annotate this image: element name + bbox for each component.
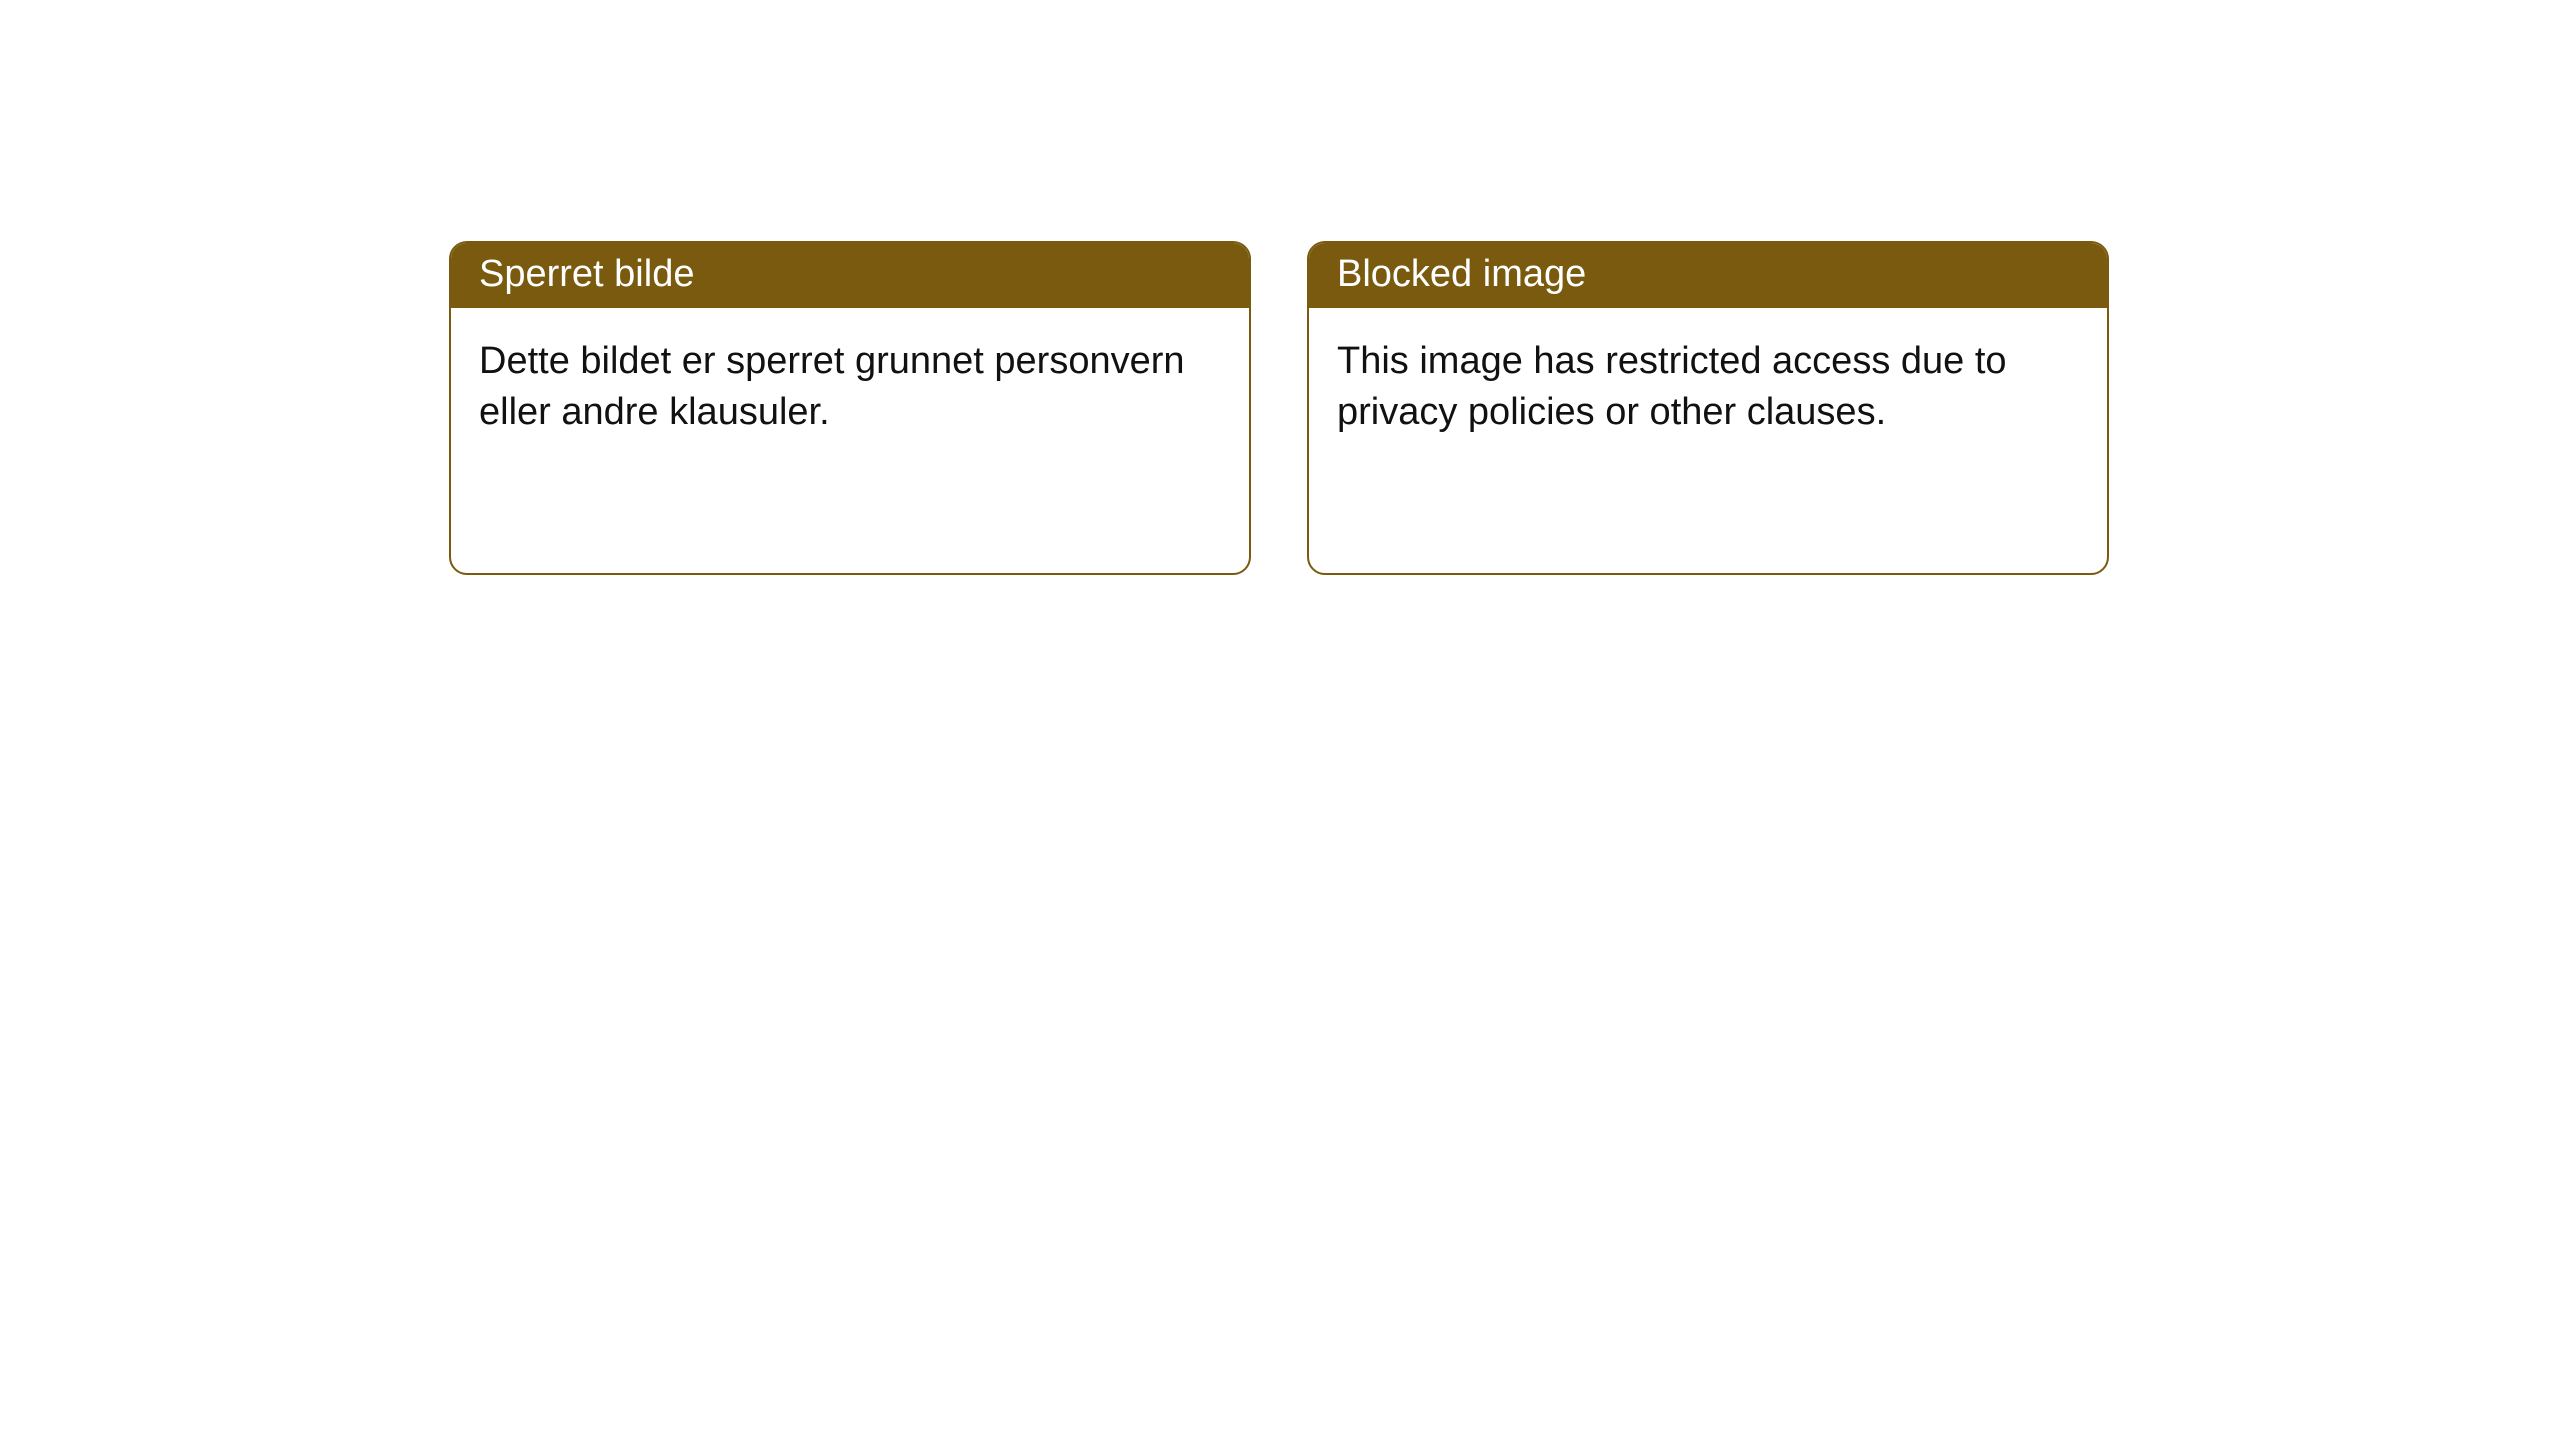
card-container: Sperret bilde Dette bildet er sperret gr… <box>0 0 2560 575</box>
card-header-en: Blocked image <box>1309 243 2107 308</box>
blocked-image-card-en: Blocked image This image has restricted … <box>1307 241 2109 575</box>
blocked-image-card-no: Sperret bilde Dette bildet er sperret gr… <box>449 241 1251 575</box>
card-body-en: This image has restricted access due to … <box>1309 308 2107 467</box>
card-header-no: Sperret bilde <box>451 243 1249 308</box>
card-body-no: Dette bildet er sperret grunnet personve… <box>451 308 1249 467</box>
